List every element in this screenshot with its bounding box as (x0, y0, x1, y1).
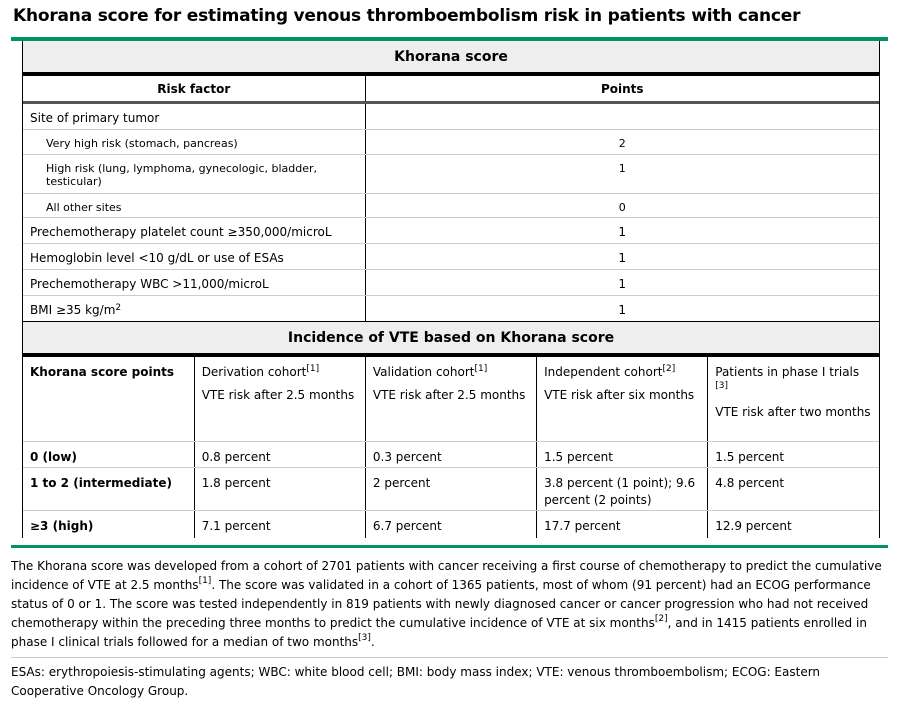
points-cell: 1 (364, 243, 879, 270)
value-cell: 17.7 percent (536, 510, 708, 538)
risk-factor-cell: High risk (lung, lymphoma, gynecologic, … (23, 154, 365, 194)
risk-factor-cell: Hemoglobin level <10 g/dL or use of ESAs (23, 243, 365, 270)
table1-header: Khorana score (23, 41, 879, 76)
page-title: Khorana score for estimating venous thro… (13, 6, 801, 26)
value-cell: 7.1 percent (193, 510, 366, 538)
col-cohort: Derivation cohort[1] VTE risk after 2.5 m… (193, 353, 366, 442)
score-cell: ≥3 (high) (30, 519, 94, 533)
ref-link[interactable]: [2] (654, 614, 668, 624)
abbreviations: ESAs: erythropoiesis-stimulating agents;… (11, 665, 821, 698)
points-cell (364, 102, 879, 130)
table-row: Hemoglobin level <10 g/dL or use of ESAs… (23, 243, 879, 270)
value-cell: 4.8 percent (707, 467, 879, 511)
col-points: Points (364, 74, 879, 104)
ref-link[interactable]: [3] (358, 633, 371, 643)
points-cell: 1 (364, 154, 879, 194)
ref-link[interactable]: [1] (198, 576, 212, 586)
table-row: High risk (lung, lymphoma, gynecologic, … (23, 154, 879, 194)
incidence-table: Incidence of VTE based on Khorana score … (23, 321, 879, 538)
score-cell: 0 (low) (23, 441, 195, 468)
table-row: 1 to 2 (intermediate) 1.8 percent 2 percen… (23, 467, 879, 511)
col-risk-factor: Risk factor (23, 74, 365, 104)
value-cell: 0.3 percent (364, 441, 537, 468)
ref-link[interactable]: [1] (306, 364, 320, 374)
col-score-points: Khorana score points (23, 353, 195, 442)
points-cell: 2 (364, 129, 879, 155)
bottom-divider (11, 545, 888, 548)
column-header-row: Khorana score points Derivation cohort[1]… (23, 353, 879, 442)
footnote-divider (11, 657, 888, 658)
table-row: Prechemotherapy platelet count ≥350,000/… (23, 217, 879, 244)
risk-factor-cell: Very high risk (stomach, pancreas) (23, 129, 365, 155)
risk-factor-table: Khorana score Risk factor Points Site of … (23, 41, 879, 321)
value-cell: 2 percent (364, 467, 537, 511)
ref-link[interactable]: [3] (715, 381, 728, 391)
table-row: 0 (low) 0.8 percent 0.3 percent 1.5 percent… (23, 441, 879, 468)
points-cell: 0 (364, 193, 879, 218)
risk-factor-cell: Site of primary tumor (23, 102, 365, 130)
score-cell: 1 to 2 (intermediate) (23, 467, 195, 511)
col-cohort: Independent cohort[2] VTE risk after six … (536, 353, 708, 442)
value-cell: 6.7 percent (364, 510, 537, 538)
risk-factor-cell: BMI ≥35 kg/m2 (30, 303, 122, 317)
col-cohort: Patients in phase I trials [3] VTE risk a… (707, 353, 879, 442)
value-cell: 1.5 percent (707, 441, 879, 468)
value-cell: 0.8 percent (193, 441, 366, 468)
risk-factor-cell: Prechemotherapy platelet count ≥350,000/… (23, 217, 365, 244)
table-row: BMI ≥35 kg/m2 1 (23, 295, 879, 321)
table-row: Prechemotherapy WBC >11,000/microL 1 (23, 269, 879, 296)
table2-header: Incidence of VTE based on Khorana score (23, 321, 879, 357)
khorana-table: Khorana score Risk factor Points Site of … (22, 41, 880, 538)
points-cell: 1 (364, 217, 879, 244)
ref-link[interactable]: [1] (474, 364, 488, 374)
value-cell: 12.9 percent (707, 510, 879, 538)
col-cohort: Validation cohort[1] VTE risk after 2.5 m… (364, 353, 537, 442)
ref-link[interactable]: [2] (662, 364, 676, 374)
risk-factor-cell: All other sites (23, 193, 365, 218)
points-cell: 1 (364, 269, 879, 296)
value-cell: 3.8 percent (1 point); 9.6 percent (2 po… (536, 467, 708, 511)
risk-factor-cell: Prechemotherapy WBC >11,000/microL (23, 269, 365, 296)
table-row: Site of primary tumor (23, 102, 879, 130)
value-cell: 1.5 percent (536, 441, 708, 468)
value-cell: 1.8 percent (193, 467, 366, 511)
table-row: Very high risk (stomach, pancreas) 2 (23, 129, 879, 155)
table-row: ≥3 (high) 7.1 percent 6.7 percent 17.7 perc… (23, 510, 879, 538)
footnote-text: The Khorana score was developed from a c… (11, 559, 882, 649)
top-divider (11, 37, 888, 41)
table-row: All other sites 0 (23, 193, 879, 218)
points-cell: 1 (364, 295, 879, 321)
